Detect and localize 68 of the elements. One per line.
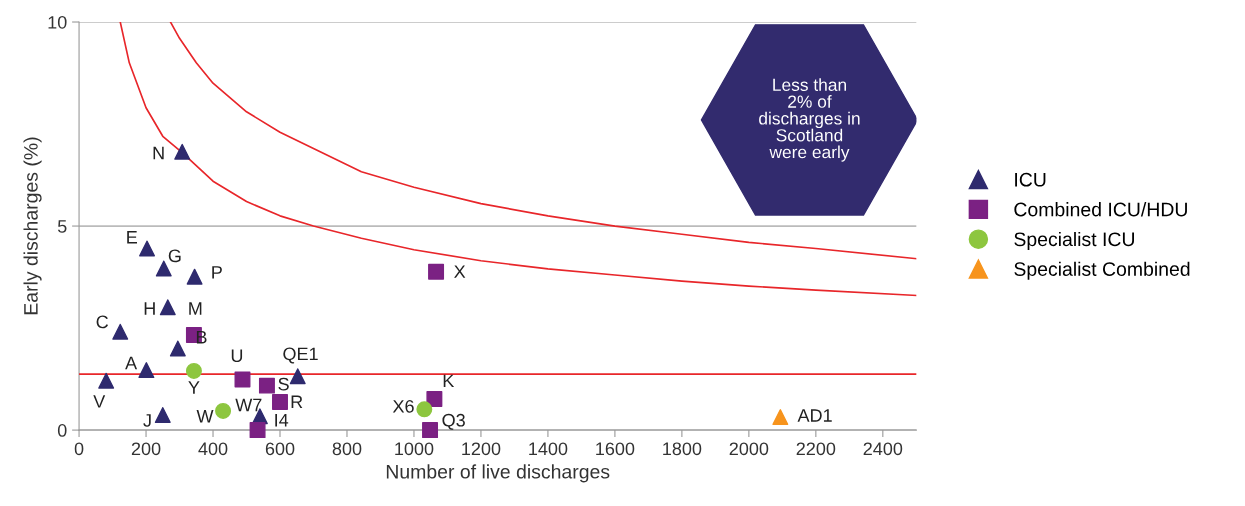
x-tick-label: 200 [131,442,161,456]
point [112,323,129,340]
x-tick-label: 1600 [596,442,635,456]
annotation: Less than 2% of discharges in Scotland were early [759,78,860,162]
point [98,372,115,389]
annotation: X6 [392,399,414,413]
point [138,362,155,379]
point [258,377,275,394]
annotation: Q3 [442,413,465,430]
annotation: N [153,146,164,160]
annotation: I4 [275,414,289,427]
y-tick-label: 0 [57,424,67,437]
y-tick-label: 5 [57,220,67,233]
point [272,393,288,410]
annotation: X [454,265,466,278]
x-tick-label: 0 [74,442,84,456]
annotation: A [125,356,138,370]
annotation: G [168,249,181,263]
x-tick-label: 2400 [863,442,903,456]
point [422,422,439,439]
point [139,240,156,257]
annotation: C [96,315,109,329]
x-tick-label: 600 [265,442,295,456]
y-tick-label: 10 [48,15,67,29]
annotation: B [196,331,207,344]
annotation: H [144,302,155,315]
annotation: K [443,374,455,388]
x-tick-label: 800 [332,442,362,456]
line-series [119,22,917,297]
annotation: M [189,302,202,315]
annotation: E [127,231,138,244]
annotation: U [231,349,243,363]
x-tick-label: 1200 [462,442,501,456]
legend-label: Combined ICU/HDU [1014,202,1187,217]
legend-label: Specialist ICU [1014,231,1134,251]
point [416,401,433,418]
point [215,402,232,419]
annotation: J [143,414,151,427]
annotation: R [291,395,303,408]
point [249,422,266,439]
x-tick-label: 1000 [395,442,434,456]
annotation: S [278,377,289,391]
point [426,391,443,408]
x-tick-label: 1400 [529,442,568,456]
annotation: AD1 [797,409,832,422]
point [428,263,445,280]
point [289,368,306,385]
point [169,340,186,357]
point [185,362,202,379]
annotation: P [212,266,222,279]
x-tick-label: 400 [198,442,228,456]
legend-label: Specialist Combined [1014,261,1190,280]
x-tick-label: 2000 [729,442,769,456]
point [772,409,789,426]
x-axis-title: Number of live discharges [386,464,610,483]
point [154,407,171,423]
point [186,268,203,285]
point [174,143,191,160]
y-axis-title: Early discharges (%) [23,137,42,315]
annotation: Y [188,381,200,394]
annotation: W7 [235,398,262,412]
annotation: V [93,395,106,408]
x-tick-label: 2200 [796,442,836,456]
annotation: QE1 [283,347,318,364]
point [159,299,176,316]
x-tick-label: 1800 [663,442,702,456]
legend-label: ICU [1015,172,1046,187]
annotation: W [196,410,214,423]
